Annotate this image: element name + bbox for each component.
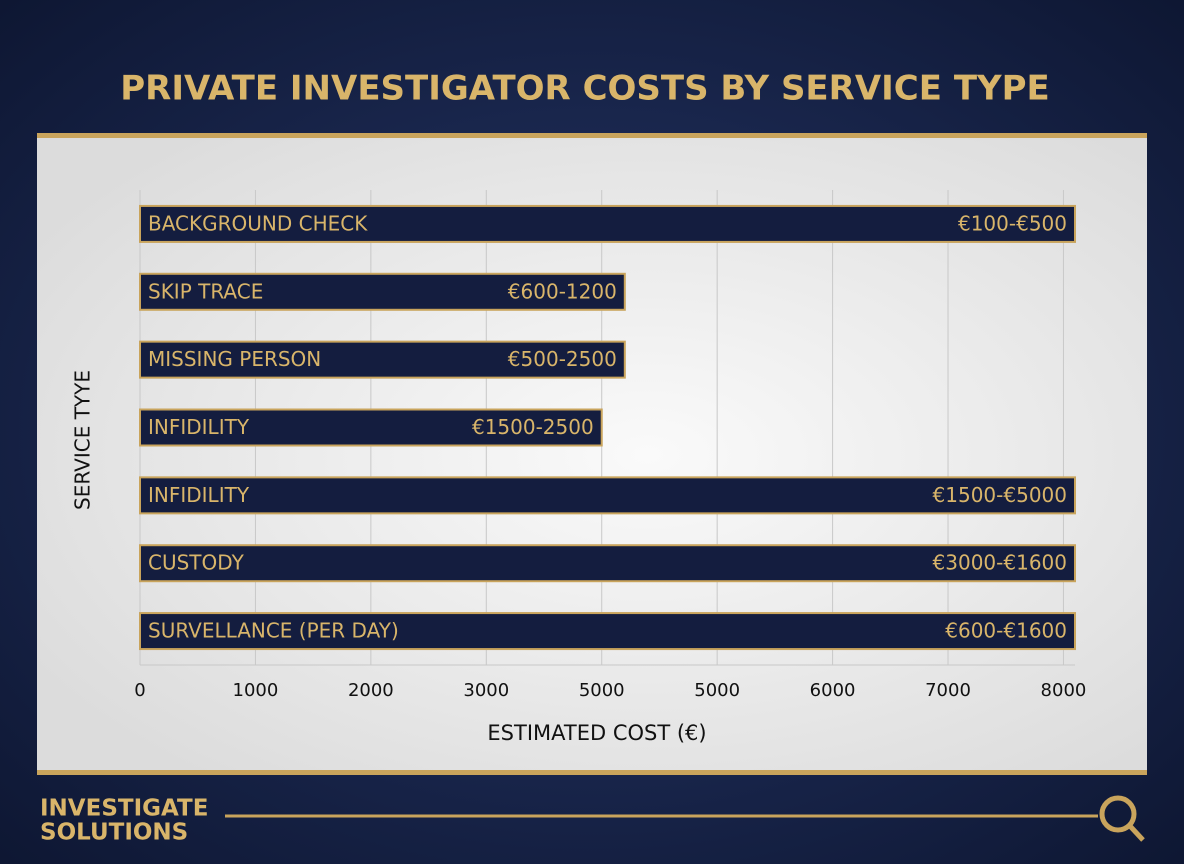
x-tick-label: 3000 bbox=[463, 680, 509, 701]
range-label: €600-€1600 bbox=[945, 619, 1067, 643]
range-label: €100-€500 bbox=[958, 211, 1067, 235]
y-axis-label: SERVICE TYYE bbox=[71, 370, 95, 510]
x-tick-label: 1000 bbox=[233, 680, 279, 701]
bar bbox=[139, 204, 1076, 243]
gold-rule bbox=[37, 133, 1147, 138]
plot-panel bbox=[37, 138, 1147, 772]
category-label: INFIDILITY bbox=[148, 415, 250, 439]
bar bbox=[139, 544, 1076, 583]
range-label: €3000-€1600 bbox=[933, 551, 1067, 575]
range-label: €500-2500 bbox=[508, 347, 617, 371]
bar bbox=[139, 612, 1076, 651]
x-tick-label: 7000 bbox=[925, 680, 971, 701]
x-tick-label: 6000 bbox=[810, 680, 856, 701]
gold-rule bbox=[37, 770, 1147, 775]
chart-title: PRIVATE INVESTIGATOR COSTS BY SERVICE TY… bbox=[120, 69, 1050, 109]
brand: INVESTIGATE bbox=[40, 796, 208, 822]
bar bbox=[139, 340, 626, 379]
range-label: €600-1200 bbox=[508, 279, 617, 303]
category-label: BACKGROUND CHECK bbox=[148, 211, 368, 235]
x-tick-label: 5000 bbox=[694, 680, 740, 701]
bar bbox=[139, 272, 626, 311]
category-label: SURVELLANCE (PER DAY) bbox=[148, 619, 399, 643]
range-label: €1500-2500 bbox=[472, 415, 594, 439]
category-label: CUSTODY bbox=[148, 551, 245, 575]
x-tick-label: 2000 bbox=[348, 680, 394, 701]
category-label: MISSING PERSON bbox=[148, 347, 321, 371]
category-label: SKIP TRACE bbox=[148, 279, 263, 303]
category-label: INFIDILITY bbox=[148, 483, 250, 507]
x-tick-label: 0 bbox=[134, 680, 145, 701]
x-tick-label: 8000 bbox=[1041, 680, 1087, 701]
bar bbox=[139, 408, 603, 447]
brand: SOLUTIONS bbox=[40, 820, 188, 846]
x-tick-label: 5000 bbox=[579, 680, 625, 701]
x-axis-label: ESTIMATED COST (€) bbox=[487, 721, 706, 745]
bar bbox=[139, 476, 1076, 515]
search-icon bbox=[1099, 795, 1145, 842]
range-label: €1500-€5000 bbox=[933, 483, 1067, 507]
